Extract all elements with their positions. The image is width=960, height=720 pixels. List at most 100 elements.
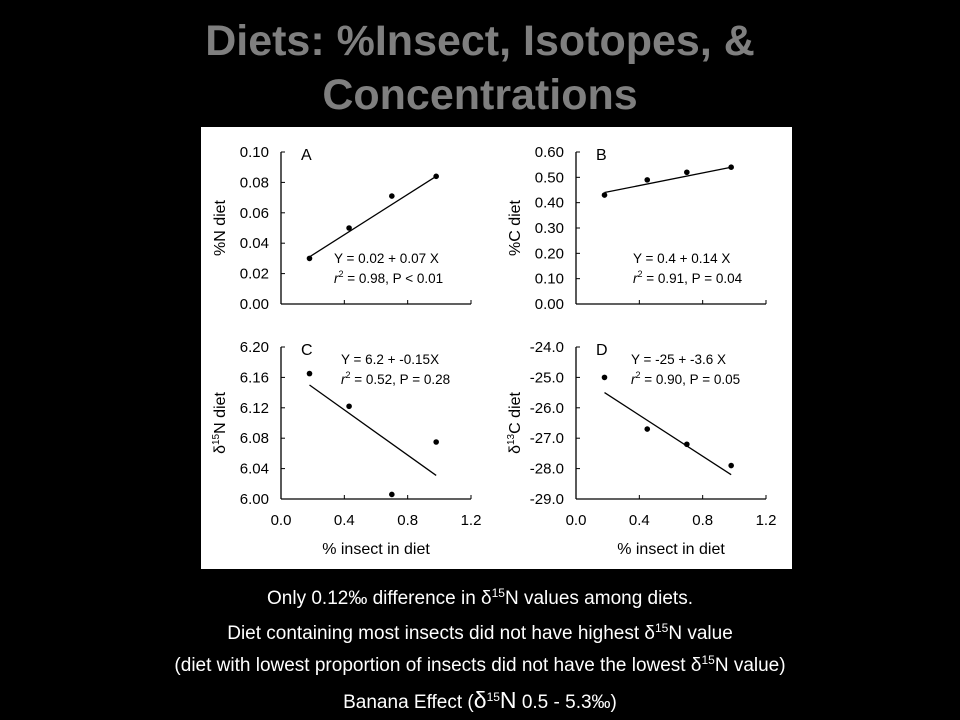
caption-4-post: 0.5 - 5.3‰) bbox=[516, 692, 617, 713]
y-tick-label: 0.30 bbox=[535, 220, 564, 237]
data-point bbox=[389, 193, 395, 199]
data-point bbox=[601, 374, 608, 381]
y-axis-title-sup: 15 bbox=[211, 433, 222, 445]
x-tick-label: 0.0 bbox=[271, 512, 292, 529]
y-tick-label: -27.0 bbox=[530, 430, 564, 447]
annotation-stats: r2 = 0.52, P = 0.28 bbox=[341, 370, 450, 387]
y-tick-label: 6.20 bbox=[240, 339, 269, 356]
y-axis-title-rest: C diet bbox=[507, 392, 524, 434]
caption-1-sup: 15 bbox=[491, 586, 505, 600]
caption-line-3: (diet with lowest proportion of insects … bbox=[0, 654, 960, 678]
data-point bbox=[433, 173, 439, 180]
y-tick-label: 6.16 bbox=[240, 369, 269, 386]
annotation-equation: Y = 0.4 + 0.14 X bbox=[633, 251, 730, 266]
caption-3-pre: (diet with lowest proportion of insects … bbox=[174, 655, 702, 676]
annotation-equation: Y = 0.02 + 0.07 X bbox=[334, 251, 439, 266]
caption-4-delta: δ bbox=[473, 687, 487, 713]
x-tick-label: 0.8 bbox=[397, 512, 418, 529]
y-tick-label: 0.20 bbox=[535, 245, 564, 262]
data-point bbox=[389, 491, 395, 498]
annotation-stats-rest: = 0.98, P < 0.01 bbox=[344, 271, 444, 286]
data-point bbox=[601, 192, 608, 198]
annotation-stats-rest: = 0.91, P = 0.04 bbox=[643, 271, 743, 286]
data-point bbox=[346, 225, 352, 231]
y-tick-label: 0.60 bbox=[535, 144, 564, 161]
y-axis-title-sup: 13 bbox=[506, 433, 517, 445]
data-point bbox=[433, 439, 439, 445]
y-tick-label: 0.06 bbox=[240, 205, 269, 222]
y-axis-title: δ15N diet bbox=[211, 392, 229, 454]
y-axis-title: δ13C diet bbox=[506, 392, 524, 454]
caption-1-post: N values among diets. bbox=[504, 588, 693, 609]
x-tick-label: 1.2 bbox=[461, 512, 482, 529]
y-tick-label: 0.10 bbox=[535, 271, 564, 288]
annotation-r-sup: 2 bbox=[346, 370, 351, 380]
y-tick-label: 6.04 bbox=[240, 461, 269, 478]
slide-title-line-2: Concentrations bbox=[322, 71, 638, 119]
caption-4-n: N bbox=[499, 687, 517, 713]
annotation-r-sup: 2 bbox=[636, 370, 641, 380]
panel-c: 6.00 6.04 6.08 6.12 6.16 6.20 0.0 0.4 0.8 1.2 % in… bbox=[211, 339, 481, 558]
annotation-r: r bbox=[341, 372, 346, 387]
y-tick-label: 6.08 bbox=[240, 430, 269, 447]
annotation-r: r bbox=[633, 271, 638, 286]
caption-line-4: Banana Effect (δ15N 0.5 - 5.3‰) bbox=[0, 688, 960, 715]
data-point bbox=[684, 169, 690, 176]
caption-3-post: N value) bbox=[714, 655, 786, 676]
y-tick-label: -29.0 bbox=[530, 491, 564, 508]
panel-letter: D bbox=[596, 342, 608, 359]
y-tick-label: 0.02 bbox=[240, 266, 269, 283]
x-tick-label: 1.2 bbox=[756, 512, 777, 529]
regression-line bbox=[604, 166, 732, 194]
regression-line bbox=[604, 392, 732, 476]
y-axis-title-rest: N diet bbox=[212, 392, 229, 434]
caption-2-pre: Diet containing most insects did not hav… bbox=[227, 623, 655, 644]
y-tick-label: 0.10 bbox=[240, 144, 269, 161]
caption-2-post: N value bbox=[668, 623, 733, 644]
data-point bbox=[306, 255, 313, 262]
annotation-stats: r2 = 0.98, P < 0.01 bbox=[334, 269, 443, 286]
x-tick-label: 0.0 bbox=[566, 512, 587, 529]
caption-3-sup: 15 bbox=[701, 653, 715, 667]
y-axis-title-delta: δ bbox=[507, 445, 524, 454]
slide-title: Diets: %Insect, Isotopes, & Concentratio… bbox=[0, 14, 960, 122]
panel-a: 0.00 0.02 0.04 0.06 0.08 0.10 %N diet A Y = 0.02… bbox=[212, 144, 472, 313]
data-point bbox=[728, 462, 734, 469]
caption-line-1: Only 0.12‰ difference in δ15N values amo… bbox=[0, 587, 960, 611]
panel-b: 0.00 0.10 0.20 0.30 0.40 0.50 0.60 %C diet B Y = … bbox=[507, 144, 767, 313]
panel-letter: C bbox=[301, 342, 313, 359]
annotation-stats-rest: = 0.90, P = 0.05 bbox=[641, 372, 741, 387]
annotation-equation: Y = -25 + -3.6 X bbox=[631, 352, 726, 367]
data-point bbox=[684, 441, 690, 448]
annotation-r: r bbox=[334, 271, 339, 286]
y-tick-label: -24.0 bbox=[530, 339, 564, 356]
caption-4-sup: 15 bbox=[486, 690, 500, 704]
y-tick-label: 6.00 bbox=[240, 491, 269, 508]
caption-line-2: Diet containing most insects did not hav… bbox=[0, 622, 960, 646]
annotation-stats: r2 = 0.91, P = 0.04 bbox=[633, 269, 743, 286]
regression-line bbox=[309, 384, 437, 476]
y-tick-label: 0.50 bbox=[535, 169, 564, 186]
scatter-figure: 0.00 0.02 0.04 0.06 0.08 0.10 %N diet A Y = 0.02… bbox=[201, 127, 792, 569]
y-axis-title: %C diet bbox=[507, 199, 524, 256]
caption-4-pre: Banana Effect ( bbox=[343, 692, 474, 713]
y-tick-label: 0.00 bbox=[240, 296, 269, 313]
regression-line bbox=[309, 175, 437, 258]
y-axis-title-delta: δ bbox=[212, 445, 229, 454]
caption-1-pre: Only 0.12‰ difference in δ bbox=[267, 588, 492, 609]
annotation-r-sup: 2 bbox=[638, 269, 643, 279]
y-tick-label: -25.0 bbox=[530, 369, 564, 386]
caption-2-sup: 15 bbox=[654, 621, 669, 635]
x-axis-title: % insect in diet bbox=[617, 541, 725, 558]
y-tick-label: 0.04 bbox=[240, 235, 269, 252]
data-point bbox=[644, 177, 651, 183]
y-tick-label: -26.0 bbox=[530, 400, 564, 417]
annotation-r-sup: 2 bbox=[339, 269, 344, 279]
slide-title-line-1: Diets: %Insect, Isotopes, & bbox=[205, 17, 755, 65]
annotation-r: r bbox=[631, 372, 636, 387]
y-tick-label: 0.40 bbox=[535, 195, 564, 212]
data-point bbox=[728, 164, 734, 170]
x-tick-label: 0.8 bbox=[692, 512, 713, 529]
data-point bbox=[346, 403, 352, 410]
data-point bbox=[644, 426, 651, 432]
